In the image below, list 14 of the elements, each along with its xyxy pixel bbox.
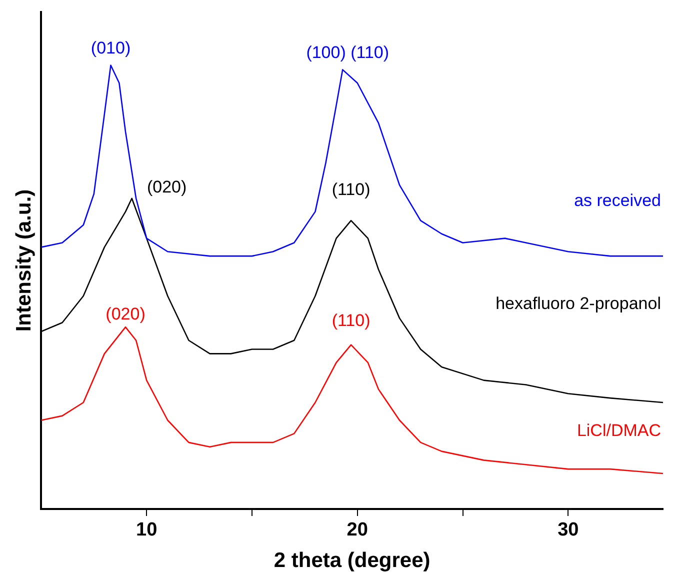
annotation: (100) (110) bbox=[306, 42, 390, 62]
annotation: (020) bbox=[106, 304, 146, 324]
x-tick-label: 20 bbox=[346, 520, 368, 541]
annotation: (110) bbox=[332, 180, 370, 199]
annotation: (110) bbox=[332, 311, 370, 330]
y-axis-title: Intensity (a.u.) bbox=[12, 189, 36, 332]
x-axis-title: 2 theta (degree) bbox=[274, 549, 430, 572]
annotation: (010) bbox=[90, 38, 131, 58]
text: hexafluoro 2-propanol bbox=[496, 294, 661, 314]
annotation: (020) bbox=[146, 178, 187, 197]
text: as received bbox=[574, 190, 661, 210]
x-tick-label: 30 bbox=[558, 520, 579, 541]
series-label: LiCl/DMAC bbox=[576, 421, 661, 440]
x-tick-label: 10 bbox=[136, 520, 158, 541]
